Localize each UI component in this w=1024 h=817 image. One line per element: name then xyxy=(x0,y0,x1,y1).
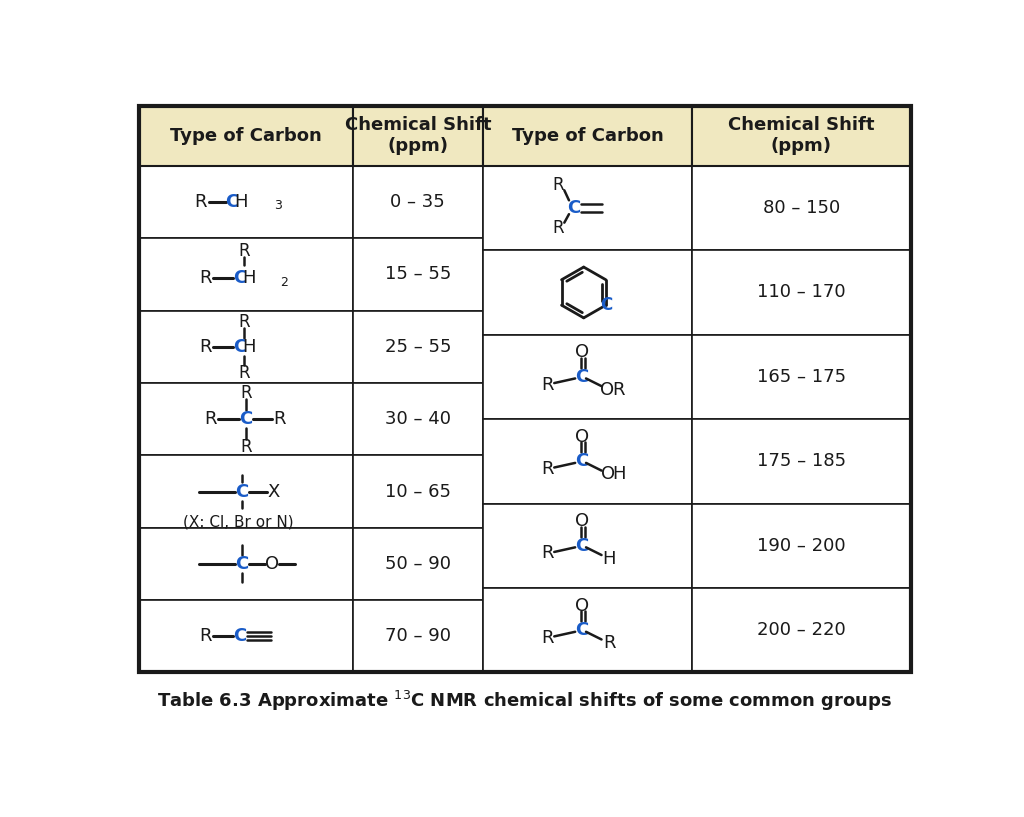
Bar xyxy=(352,455,483,528)
Text: 110 – 170: 110 – 170 xyxy=(757,283,846,301)
Text: O: O xyxy=(575,428,589,446)
Bar xyxy=(352,105,483,166)
Text: R: R xyxy=(200,337,212,355)
Text: H: H xyxy=(602,550,616,568)
Bar xyxy=(352,600,483,672)
Text: Type of Carbon: Type of Carbon xyxy=(170,127,322,145)
Text: Chemical Shift
(ppm): Chemical Shift (ppm) xyxy=(345,116,492,155)
Text: H: H xyxy=(611,466,626,484)
Text: 80 – 150: 80 – 150 xyxy=(763,199,840,217)
Text: 190 – 200: 190 – 200 xyxy=(757,537,846,555)
Bar xyxy=(139,310,352,383)
Text: R: R xyxy=(541,376,554,394)
Text: C: C xyxy=(233,627,246,645)
Text: O: O xyxy=(575,596,589,614)
Text: R: R xyxy=(200,270,212,288)
Text: R: R xyxy=(240,384,252,402)
Text: R: R xyxy=(552,176,564,194)
Bar xyxy=(483,419,692,503)
Text: 200 – 220: 200 – 220 xyxy=(757,621,846,639)
Text: R: R xyxy=(273,410,286,428)
Bar xyxy=(483,105,692,166)
Text: 30 – 40: 30 – 40 xyxy=(385,410,451,428)
Text: R: R xyxy=(603,634,615,652)
Text: R: R xyxy=(612,381,625,399)
Text: R: R xyxy=(204,410,216,428)
Bar xyxy=(483,250,692,335)
Text: O: O xyxy=(575,512,589,530)
Bar xyxy=(483,503,692,588)
Bar xyxy=(483,166,692,250)
Text: H: H xyxy=(242,337,256,355)
Text: 175 – 185: 175 – 185 xyxy=(757,453,846,471)
Text: R: R xyxy=(239,243,250,261)
Text: 0 – 35: 0 – 35 xyxy=(390,193,445,211)
Text: R: R xyxy=(200,627,212,645)
Bar xyxy=(483,335,692,419)
Text: (X: Cl, Br or N): (X: Cl, Br or N) xyxy=(182,515,293,529)
Text: C: C xyxy=(574,621,588,639)
Text: C: C xyxy=(236,555,249,573)
Text: R: R xyxy=(541,460,554,478)
Bar xyxy=(139,383,352,455)
Bar xyxy=(692,250,910,335)
Text: R: R xyxy=(239,313,250,331)
Text: O: O xyxy=(601,466,614,484)
Bar xyxy=(139,239,352,310)
Text: C: C xyxy=(574,368,588,386)
Bar xyxy=(352,166,483,239)
Text: 3: 3 xyxy=(274,199,283,212)
Text: R: R xyxy=(240,438,252,456)
Text: C: C xyxy=(233,270,246,288)
Text: 165 – 175: 165 – 175 xyxy=(757,368,846,386)
Bar xyxy=(352,239,483,310)
Bar xyxy=(692,588,910,672)
Text: Chemical Shift
(ppm): Chemical Shift (ppm) xyxy=(728,116,874,155)
Text: R: R xyxy=(195,193,207,211)
Text: C: C xyxy=(233,337,246,355)
Text: 2: 2 xyxy=(280,275,288,288)
Text: C: C xyxy=(225,193,239,211)
Text: Table 6.3 Approximate $^{13}$C NMR chemical shifts of some common groups: Table 6.3 Approximate $^{13}$C NMR chemi… xyxy=(157,689,893,713)
Bar xyxy=(692,503,910,588)
Bar xyxy=(692,105,910,166)
Text: H: H xyxy=(234,193,248,211)
Bar xyxy=(139,600,352,672)
Text: R: R xyxy=(541,629,554,647)
Bar xyxy=(352,310,483,383)
Text: 10 – 65: 10 – 65 xyxy=(385,483,451,501)
Text: 25 – 55: 25 – 55 xyxy=(385,337,452,355)
Bar xyxy=(139,166,352,239)
Bar xyxy=(139,105,352,166)
Text: R: R xyxy=(239,364,250,382)
Bar xyxy=(692,419,910,503)
Text: H: H xyxy=(242,270,256,288)
Text: R: R xyxy=(541,544,554,562)
Text: 50 – 90: 50 – 90 xyxy=(385,555,451,573)
Bar xyxy=(692,166,910,250)
Text: C: C xyxy=(574,453,588,471)
Bar xyxy=(139,455,352,528)
Text: C: C xyxy=(600,297,612,315)
Text: C: C xyxy=(236,483,249,501)
Text: R: R xyxy=(552,219,564,237)
Text: 70 – 90: 70 – 90 xyxy=(385,627,451,645)
Text: C: C xyxy=(574,537,588,555)
Text: O: O xyxy=(265,555,280,573)
Bar xyxy=(483,588,692,672)
Text: X: X xyxy=(267,483,280,501)
Text: C: C xyxy=(240,410,253,428)
Bar xyxy=(139,528,352,600)
Bar xyxy=(352,528,483,600)
Text: 15 – 55: 15 – 55 xyxy=(385,266,451,283)
Bar xyxy=(352,383,483,455)
Text: C: C xyxy=(567,199,581,217)
Text: O: O xyxy=(575,343,589,361)
Bar xyxy=(692,335,910,419)
Text: Type of Carbon: Type of Carbon xyxy=(512,127,664,145)
Text: O: O xyxy=(600,381,614,399)
